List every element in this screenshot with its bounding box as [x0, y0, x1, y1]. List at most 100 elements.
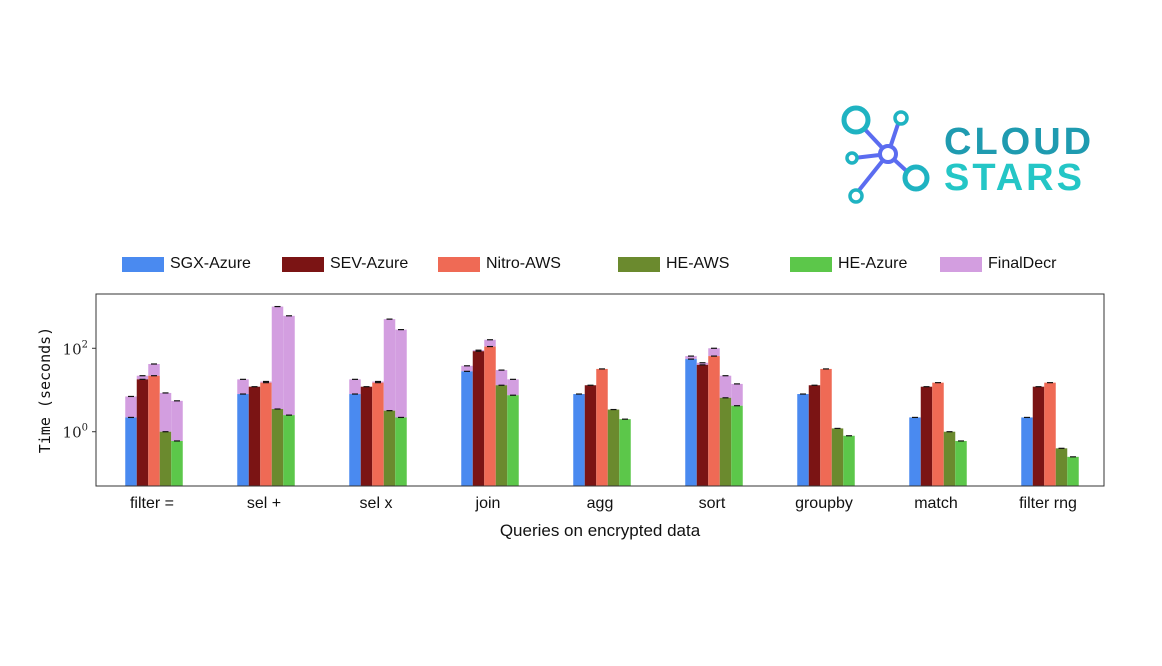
x-tick-label-sort: sort — [699, 495, 726, 512]
logo-text-stars: STARS — [944, 157, 1085, 199]
bar-sev-azure-sort — [696, 364, 709, 486]
legend-swatch-nitro-aws — [438, 256, 480, 272]
cloudstars-logo: CLOUD STARS — [841, 105, 1094, 204]
bar-nitro-aws-filter-rng — [1044, 382, 1056, 486]
logo-text-cloud: CLOUD — [944, 121, 1094, 163]
bar-sev-azure-match — [920, 386, 933, 486]
legend-item-sev-azure: SEV-Azure — [282, 252, 408, 276]
y-tick-label: 102 — [63, 339, 88, 358]
bar-he-aws-sel — [271, 409, 284, 486]
network-star-icon — [841, 105, 930, 204]
legend-label-finaldecr: FinalDecr — [988, 255, 1057, 272]
bar-finaldecr-sev-azure-filter — [136, 375, 149, 380]
chart-legend: SGX-Azure SEV-Azure Nitro-AWS HE-AWS HE-… — [122, 252, 1082, 276]
bar-he-azure-filter — [171, 440, 183, 486]
bar-he-aws-sel-x — [383, 410, 396, 486]
bar-finaldecr-sgx-azure-join — [461, 365, 473, 372]
bar-sgx-azure-sel-x — [349, 394, 361, 486]
x-tick-label-join: join — [475, 495, 501, 512]
legend-swatch-sev-azure — [282, 256, 324, 272]
bar-nitro-aws-sort — [708, 356, 720, 486]
legend-label-nitro-aws: Nitro-AWS — [486, 255, 561, 272]
bar-sev-azure-filter — [136, 379, 149, 486]
bar-he-azure-sort — [731, 405, 743, 486]
bar-he-aws-join — [495, 385, 508, 486]
x-tick-label-match: match — [914, 495, 958, 512]
bar-finaldecr-he-aws-sort — [719, 375, 732, 398]
bar-he-azure-agg — [619, 419, 631, 486]
bar-nitro-aws-join — [484, 346, 496, 486]
bar-chart: 100 102 filter = sel + sel x join agg sort grou… — [36, 293, 1105, 540]
bar-finaldecr-sgx-azure-sel-x — [349, 379, 361, 395]
x-tick-label-filter: filter = — [130, 495, 174, 512]
bar-nitro-aws-filter — [148, 375, 160, 486]
bar-finaldecr-nitro-aws-filter — [148, 363, 160, 376]
bar-finaldecr-he-aws-sel-x — [383, 319, 396, 411]
bar-nitro-aws-sel-x — [372, 382, 384, 486]
bar-finaldecr-nitro-aws-join — [484, 339, 496, 347]
x-tick-label-sel: sel + — [247, 495, 281, 512]
bar-sev-azure-sel-x — [360, 386, 373, 486]
bar-he-azure-filter-rng — [1067, 456, 1079, 486]
bar-finaldecr-sev-azure-sort — [696, 362, 709, 365]
bar-he-aws-match — [943, 431, 956, 486]
x-axis-ticks: filter = sel + sel x join agg sort groupby matc… — [118, 485, 1082, 512]
bar-he-aws-sort — [719, 397, 732, 486]
x-tick-label-groupby: groupby — [795, 495, 853, 512]
legend-swatch-finaldecr — [940, 256, 982, 272]
bar-sgx-azure-filter — [125, 417, 137, 486]
bar-finaldecr-he-azure-join — [507, 379, 519, 396]
bar-he-aws-agg — [607, 409, 620, 486]
y-axis-ticks: 100 102 — [63, 339, 96, 442]
bar-sgx-azure-join — [461, 371, 473, 486]
legend-item-nitro-aws: Nitro-AWS — [438, 252, 561, 276]
bar-finaldecr-he-azure-sel-x — [395, 329, 407, 418]
bar-finaldecr-sgx-azure-filter — [125, 396, 137, 418]
bar-he-azure-sel — [283, 415, 295, 486]
legend-item-he-azure: HE-Azure — [790, 252, 907, 276]
legend-label-he-aws: HE-AWS — [666, 255, 730, 272]
bar-he-azure-join — [507, 395, 519, 486]
legend-swatch-sgx-azure — [122, 256, 164, 272]
bar-sev-azure-groupby — [808, 385, 821, 486]
x-tick-label-sel-x: sel x — [360, 495, 393, 512]
x-axis-label: Queries on encrypted data — [500, 521, 701, 540]
bar-he-azure-sel-x — [395, 417, 407, 486]
x-tick-label-filter-rng: filter rng — [1019, 495, 1077, 512]
legend-item-sgx-azure: SGX-Azure — [122, 252, 251, 276]
bar-sgx-azure-agg — [573, 394, 585, 486]
bar-finaldecr-he-azure-sort — [731, 383, 743, 406]
bar-nitro-aws-agg — [596, 368, 608, 486]
bar-he-azure-groupby — [843, 435, 855, 486]
bar-finaldecr-sgx-azure-sort — [685, 356, 697, 360]
bar-finaldecr-he-azure-sel — [283, 315, 295, 416]
y-axis-label: Time (seconds) — [36, 327, 54, 453]
bar-finaldecr-he-aws-sel — [271, 306, 284, 410]
bar-nitro-aws-match — [932, 382, 944, 486]
bar-sgx-azure-sel — [237, 394, 249, 486]
bar-finaldecr-he-aws-join — [495, 370, 508, 386]
legend-label-sgx-azure: SGX-Azure — [170, 255, 251, 272]
x-tick-label-agg: agg — [587, 495, 614, 512]
legend-label-he-azure: HE-Azure — [838, 255, 908, 272]
legend-swatch-he-aws — [618, 256, 660, 272]
bar-sev-azure-agg — [584, 385, 597, 486]
bar-he-azure-match — [955, 440, 967, 486]
bar-he-aws-groupby — [831, 428, 844, 486]
bar-finaldecr-he-azure-filter — [171, 400, 183, 441]
bar-he-aws-filter-rng — [1055, 448, 1068, 486]
bar-sgx-azure-filter-rng — [1021, 417, 1033, 486]
bar-finaldecr-he-aws-filter — [159, 392, 172, 432]
bar-sev-azure-sel — [248, 386, 261, 486]
bar-sev-azure-join — [472, 351, 485, 486]
bar-he-aws-filter — [159, 431, 172, 486]
bar-finaldecr-sgx-azure-sel — [237, 379, 249, 395]
legend-item-finaldecr: FinalDecr — [940, 252, 1056, 276]
legend-item-he-aws: HE-AWS — [618, 252, 729, 276]
y-tick-label: 100 — [63, 423, 88, 442]
bar-nitro-aws-sel — [260, 382, 272, 486]
bar-sgx-azure-sort — [685, 359, 697, 486]
legend-label-sev-azure: SEV-Azure — [330, 255, 409, 272]
legend-swatch-he-azure — [790, 256, 832, 272]
bar-sev-azure-filter-rng — [1032, 386, 1045, 486]
